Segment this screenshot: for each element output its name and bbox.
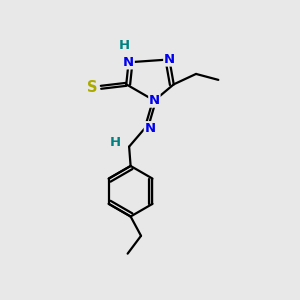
Text: H: H — [118, 40, 130, 52]
Text: S: S — [87, 80, 98, 95]
Text: N: N — [144, 122, 155, 135]
Text: N: N — [164, 53, 175, 66]
Text: H: H — [110, 136, 121, 149]
Text: N: N — [123, 56, 134, 69]
Text: N: N — [149, 94, 160, 107]
